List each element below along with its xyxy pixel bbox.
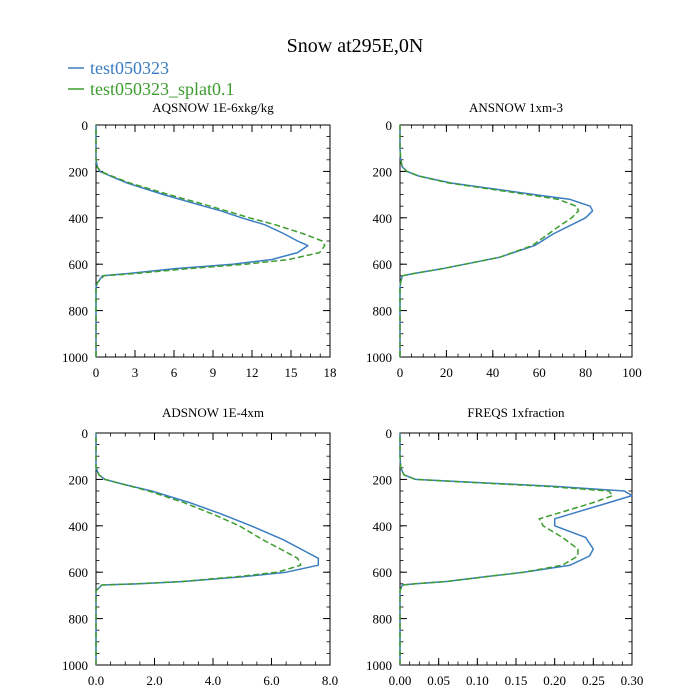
y-tick-label: 200	[373, 164, 393, 179]
x-tick-label: 3	[132, 365, 139, 380]
x-tick-label: 40	[486, 365, 499, 380]
x-tick-label: 6	[171, 365, 178, 380]
plot-frame	[95, 432, 331, 666]
panel-aqsnow: AQSNOW 1E-6xkg/kg 0 3 6 9 12 15 18 0 200 400 600 800…	[62, 100, 337, 380]
x-tick-label: 4.0	[205, 673, 221, 688]
x-tick-label: 2.0	[146, 673, 162, 688]
panel-title: AQSNOW 1E-6xkg/kg	[152, 100, 274, 115]
legend-label-1: test050323_splat0.1	[90, 79, 235, 99]
series-line-test050323-splat0-1	[399, 433, 614, 665]
x-tick-label: 6.0	[263, 673, 279, 688]
y-tick-label: 200	[69, 164, 89, 179]
y-tick-label: 400	[373, 519, 393, 534]
y-tick-label: 1000	[62, 658, 88, 673]
panel-title: FREQS 1xfraction	[467, 405, 565, 420]
y-tick-label: 600	[69, 257, 89, 272]
x-tick-label: 100	[622, 365, 642, 380]
y-tick-label: 0	[82, 118, 89, 133]
plot-frame	[399, 432, 633, 666]
x-tick-label: 12	[246, 365, 259, 380]
y-tick-label: 1000	[62, 350, 88, 365]
x-tick-label: 80	[579, 365, 592, 380]
series-line-test050323-splat0-1	[95, 433, 302, 665]
x-tick-label: 15	[285, 365, 298, 380]
y-tick-label: 600	[373, 257, 393, 272]
x-tick-label: 20	[440, 365, 453, 380]
y-tick-label: 400	[69, 211, 89, 226]
series-line-test050323	[399, 125, 594, 357]
x-tick-label: 0.30	[621, 673, 644, 688]
x-tick-label: 0.15	[505, 673, 528, 688]
y-tick-label: 400	[69, 519, 89, 534]
x-tick-label: 9	[210, 365, 217, 380]
y-tick-label: 200	[373, 472, 393, 487]
y-tick-label: 1000	[366, 658, 392, 673]
series-line-test050323	[399, 433, 633, 665]
plot-frame	[399, 124, 633, 358]
x-tick-label: 0.10	[466, 673, 489, 688]
x-tick-label: 0	[397, 365, 404, 380]
y-tick-label: 600	[373, 565, 393, 580]
y-tick-label: 800	[69, 304, 89, 319]
y-tick-label: 0	[82, 426, 89, 441]
legend: test050323 test050323_splat0.1	[68, 58, 235, 99]
page-title: Snow at295E,0N	[287, 35, 424, 57]
panel-ansnow: ANSNOW 1xm-30 20 40 60 80 1000200400600800100…	[366, 100, 642, 380]
y-tick-label: 1000	[366, 350, 392, 365]
y-tick-label: 0	[386, 118, 393, 133]
x-tick-label: 0	[93, 365, 100, 380]
x-tick-label: 0.05	[427, 673, 450, 688]
x-tick-label: 8.0	[322, 673, 338, 688]
x-tick-label: 0.25	[582, 673, 605, 688]
panel-adsnow: ADSNOW 1E-4xm 0.0 2.0 4.0 6.0 8.0 0 200 400 600 80…	[62, 405, 338, 688]
legend-label-0: test050323	[90, 58, 169, 78]
y-tick-label: 600	[69, 565, 89, 580]
y-tick-label: 800	[373, 304, 393, 319]
series-line-test050323-splat0-1	[399, 125, 580, 357]
x-tick-label: 60	[533, 365, 546, 380]
plot-frame	[95, 124, 331, 358]
x-tick-label: 0.0	[88, 673, 104, 688]
y-tick-label: 200	[69, 472, 89, 487]
y-tick-label: 800	[69, 612, 89, 627]
panel-title: ANSNOW 1xm-3	[469, 100, 563, 115]
panel-title: ADSNOW 1E-4xm	[162, 405, 264, 420]
x-tick-label: 0.20	[543, 673, 566, 688]
panel-freqs: FREQS 1xfraction 0.00 0.05 0.10 0.15 0.20 0.25…	[366, 405, 643, 688]
y-tick-label: 400	[373, 211, 393, 226]
series-line-test050323	[95, 125, 309, 357]
series-line-test050323	[95, 433, 320, 665]
y-tick-label: 800	[373, 612, 393, 627]
y-tick-label: 0	[386, 426, 393, 441]
x-tick-label: 0.00	[389, 673, 412, 688]
series-line-test050323-splat0-1	[95, 125, 326, 357]
x-tick-label: 18	[324, 365, 337, 380]
